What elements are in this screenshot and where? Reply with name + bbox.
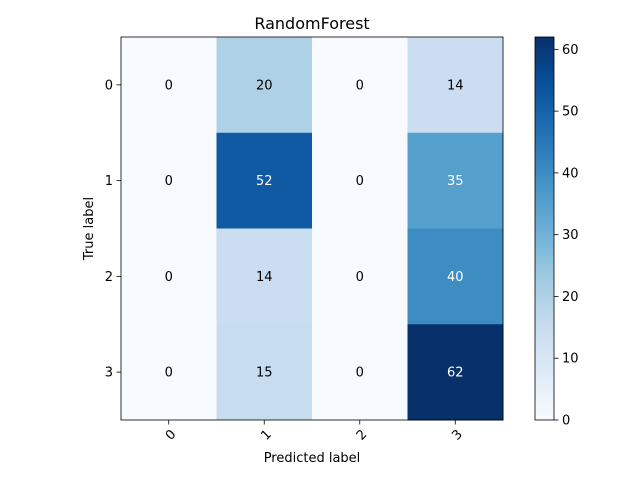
y-axis-label: True label bbox=[82, 197, 97, 261]
heatmap-cell-r0-c2 bbox=[312, 37, 408, 134]
chart-title: RandomForest bbox=[254, 14, 369, 33]
cell-value-label: 14 bbox=[447, 78, 464, 93]
cell-value-label: 35 bbox=[447, 174, 464, 189]
colorbar-tick-label: 40 bbox=[562, 166, 579, 181]
heatmap-cell-labels: 0 20 0 14 0 52 0 35 0 14 0 40 0 15 0 62 bbox=[165, 78, 464, 380]
heatmap-cell-r2-c2 bbox=[312, 228, 408, 325]
cell-value-label: 0 bbox=[165, 270, 173, 285]
heatmap-cell-r1-c3 bbox=[407, 132, 504, 229]
heatmap-cell-r3-c1 bbox=[216, 324, 313, 421]
y-axis-ticks: 0 1 2 3 bbox=[105, 78, 121, 381]
cell-value-label: 0 bbox=[356, 270, 364, 285]
colorbar-tick-label: 10 bbox=[562, 352, 579, 367]
cell-value-label: 20 bbox=[256, 78, 273, 93]
heatmap-cell-r2-c0 bbox=[121, 228, 217, 325]
heatmap-cell-r0-c1 bbox=[216, 37, 313, 134]
cell-value-label: 40 bbox=[447, 270, 464, 285]
cell-value-label: 0 bbox=[356, 174, 364, 189]
heatmap-cell-r1-c1 bbox=[216, 132, 313, 229]
cell-value-label: 15 bbox=[256, 366, 273, 381]
heatmap-cells bbox=[121, 37, 504, 421]
cell-value-label: 62 bbox=[447, 366, 464, 381]
y-tick-label: 1 bbox=[105, 174, 113, 189]
cell-value-label: 0 bbox=[165, 174, 173, 189]
heatmap-cell-r3-c0 bbox=[121, 324, 217, 421]
colorbar-ticks: 0 10 20 30 40 50 60 bbox=[554, 43, 579, 429]
colorbar-tick-label: 0 bbox=[562, 414, 570, 429]
colorbar bbox=[534, 36, 555, 421]
plot-frame bbox=[120, 36, 504, 421]
heatmap-cell-r0-c0 bbox=[121, 37, 217, 134]
colorbar-tick-label: 60 bbox=[562, 43, 579, 58]
cell-value-label: 0 bbox=[165, 78, 173, 93]
y-tick-label: 3 bbox=[105, 366, 113, 381]
colorbar-tick-label: 50 bbox=[562, 105, 579, 120]
heatmap-cell-r3-c2 bbox=[312, 324, 408, 421]
y-tick-label: 2 bbox=[105, 270, 113, 285]
heatmap-cell-r0-c3 bbox=[407, 37, 504, 134]
cell-value-label: 0 bbox=[165, 366, 173, 381]
cell-value-label: 52 bbox=[256, 174, 273, 189]
heatmap-cell-r3-c3 bbox=[407, 324, 504, 421]
colorbar-tick-label: 20 bbox=[562, 290, 579, 305]
x-axis-label: Predicted label bbox=[264, 451, 361, 466]
y-tick-label: 0 bbox=[105, 78, 113, 93]
heatmap-cell-r2-c1 bbox=[216, 228, 313, 325]
colorbar-tick-label: 30 bbox=[562, 228, 579, 243]
heatmap-cell-r2-c3 bbox=[407, 228, 504, 325]
cell-value-label: 0 bbox=[356, 366, 364, 381]
cell-value-label: 14 bbox=[256, 270, 273, 285]
heatmap-cell-r1-c0 bbox=[121, 132, 217, 229]
heatmap-cell-r1-c2 bbox=[312, 132, 408, 229]
cell-value-label: 0 bbox=[356, 78, 364, 93]
